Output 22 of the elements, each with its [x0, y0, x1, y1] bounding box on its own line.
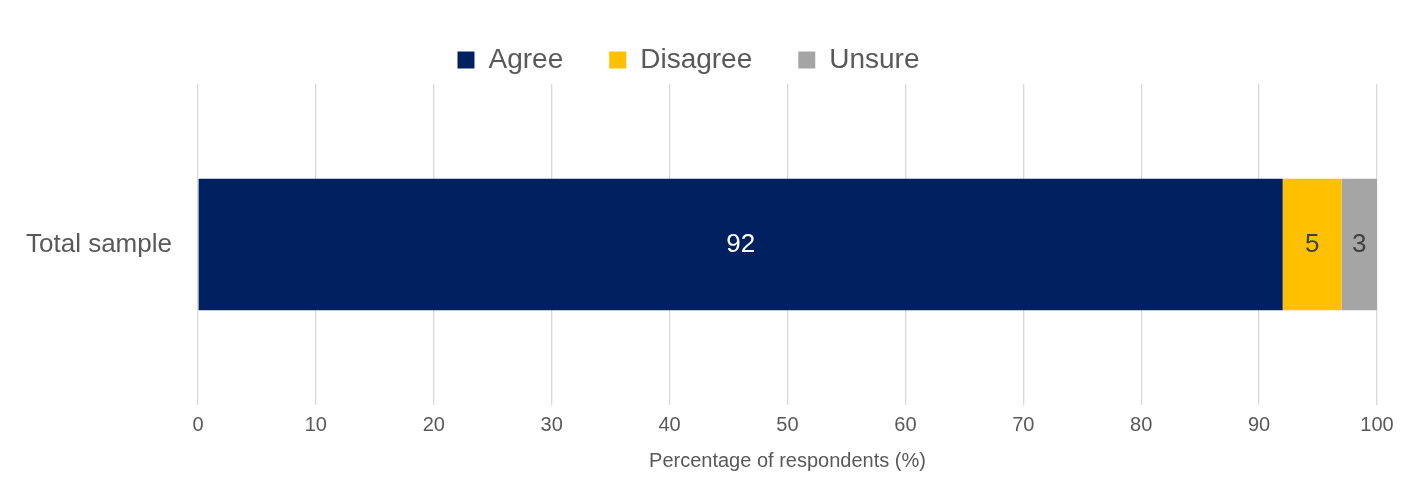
x-tick-label: 70	[1012, 412, 1035, 435]
bar	[1282, 178, 1342, 311]
legend-label: Disagree	[640, 42, 753, 74]
legend-label: Agree	[488, 42, 564, 74]
y-tick-label: Total sample	[25, 227, 172, 258]
x-axis-title: Percentage of respondents (%)	[649, 448, 926, 471]
x-tick-label: 20	[422, 412, 445, 435]
x-tick-label: 30	[540, 412, 563, 435]
x-tick-label: 50	[776, 412, 799, 435]
x-tick-label: 60	[894, 412, 917, 435]
data-label: 3	[1352, 227, 1367, 258]
legend-label: Unsure	[829, 42, 920, 74]
bar	[1341, 178, 1377, 311]
x-tick-label: 90	[1247, 412, 1271, 435]
x-tick-label: 80	[1130, 412, 1153, 435]
data-label: 92	[726, 227, 756, 258]
data-label: 5	[1304, 227, 1320, 258]
x-tick-label: 100	[1360, 412, 1394, 435]
x-tick-label: 10	[304, 412, 327, 435]
x-tick-label: 40	[658, 412, 681, 435]
bar	[198, 178, 1283, 311]
x-tick-label: 0	[192, 412, 204, 435]
